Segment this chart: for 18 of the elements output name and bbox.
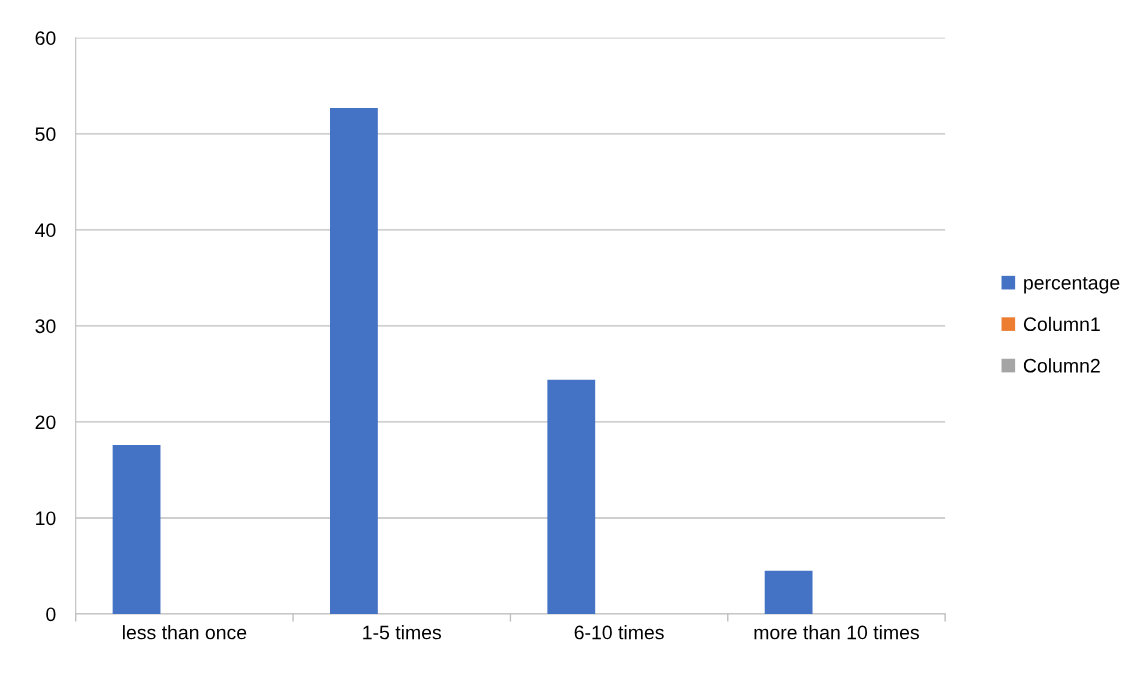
- y-tick-label: 10: [36, 511, 56, 526]
- x-tick-label: 6-10 times: [574, 625, 664, 640]
- y-tick-label: 60: [35, 31, 56, 46]
- x-tick-label: less than once: [123, 625, 247, 640]
- bar: [112, 444, 161, 614]
- y-tick-label: 0: [46, 607, 56, 622]
- y-tick-label: 30: [35, 319, 56, 334]
- bar: [547, 379, 596, 614]
- bar: [330, 107, 378, 614]
- y-tick-label: 50: [35, 127, 56, 142]
- legend-label: percentage: [1024, 276, 1120, 294]
- bar: [764, 570, 813, 614]
- x-tick-label: more than 10 times: [754, 625, 919, 640]
- y-tick-label: 40: [35, 223, 56, 238]
- legend-label: Column1: [1023, 316, 1100, 332]
- legend-label: Column2: [1023, 358, 1100, 373]
- x-tick-label: 1-5 times: [363, 625, 442, 640]
- y-tick-label: 20: [35, 415, 56, 430]
